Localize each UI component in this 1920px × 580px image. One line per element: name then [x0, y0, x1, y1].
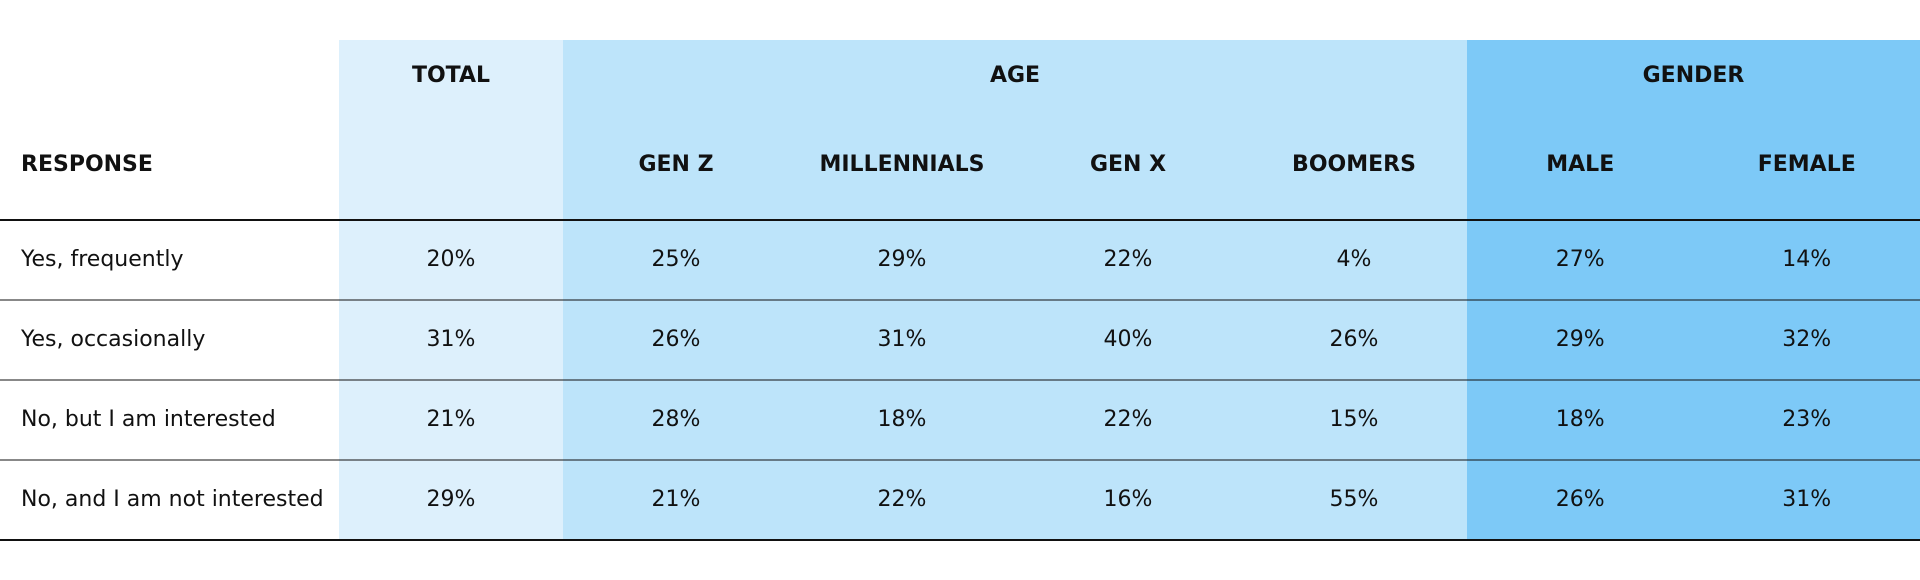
- cell-value: 18%: [878, 407, 927, 432]
- cell-value: 31%: [427, 327, 476, 352]
- cell-value: 27%: [1556, 247, 1605, 272]
- cell-value: 16%: [1104, 487, 1153, 512]
- cell-value: 20%: [427, 247, 476, 272]
- cell-value: 28%: [652, 407, 701, 432]
- cell-value: 26%: [1556, 487, 1605, 512]
- column-header: GEN X: [1090, 152, 1166, 177]
- cell-value: 26%: [1330, 327, 1379, 352]
- cell-value: 29%: [878, 247, 927, 272]
- cell-value: 40%: [1104, 327, 1153, 352]
- group-header: GENDER: [1643, 63, 1745, 88]
- column-header: MILLENNIALS: [819, 152, 984, 177]
- row-label: Yes, frequently: [20, 247, 184, 272]
- column-header: GEN Z: [638, 152, 713, 177]
- gender-band: [1467, 40, 1920, 540]
- age-band: [563, 40, 1467, 540]
- cell-value: 31%: [878, 327, 927, 352]
- cell-value: 26%: [652, 327, 701, 352]
- cell-value: 25%: [652, 247, 701, 272]
- cell-value: 14%: [1782, 247, 1831, 272]
- cell-value: 4%: [1337, 247, 1372, 272]
- cell-value: 22%: [1104, 247, 1153, 272]
- cell-value: 21%: [652, 487, 701, 512]
- cell-value: 22%: [1104, 407, 1153, 432]
- column-header: BOOMERS: [1292, 152, 1416, 177]
- cell-value: 31%: [1782, 487, 1831, 512]
- cell-value: 29%: [1556, 327, 1605, 352]
- group-header: TOTAL: [412, 63, 490, 88]
- cell-value: 22%: [878, 487, 927, 512]
- cell-value: 29%: [427, 487, 476, 512]
- row-label: No, but I am interested: [21, 407, 276, 432]
- column-header: MALE: [1546, 152, 1614, 177]
- group-header: AGE: [990, 63, 1040, 88]
- cell-value: 21%: [427, 407, 476, 432]
- total-band: [339, 40, 563, 540]
- column-header: FEMALE: [1758, 152, 1856, 177]
- cell-value: 55%: [1330, 487, 1379, 512]
- cell-value: 18%: [1556, 407, 1605, 432]
- cell-value: 23%: [1782, 407, 1831, 432]
- row-label: No, and I am not interested: [21, 487, 324, 512]
- cell-value: 32%: [1782, 327, 1831, 352]
- row-label: Yes, occasionally: [20, 327, 205, 352]
- response-header: RESPONSE: [21, 152, 153, 177]
- cell-value: 15%: [1330, 407, 1379, 432]
